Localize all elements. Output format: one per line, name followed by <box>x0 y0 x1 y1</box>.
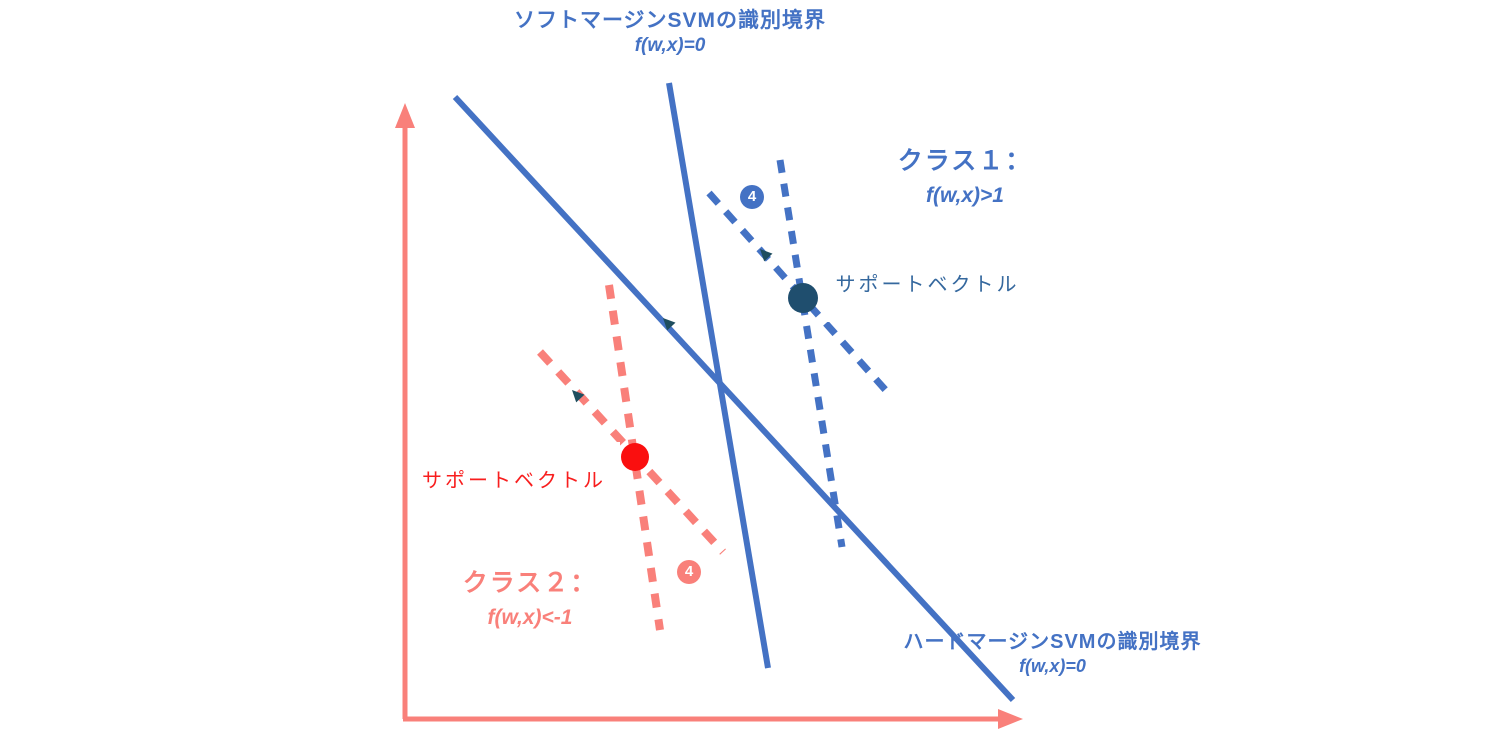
support-vector-label-class1-text: サポートベクトル <box>835 274 1020 296</box>
direction-arrow-icon-hard-line <box>663 318 676 331</box>
y-axis-arrow-icon <box>395 103 415 128</box>
soft-margin-title: ソフトマージンSVMの識別境界 <box>513 9 827 32</box>
class1-label: クラス１： f(w,x)>1 <box>885 146 1045 210</box>
soft-margin-class1-dashed-line <box>776 159 846 548</box>
step-badge-class1: 4 <box>740 185 764 209</box>
hard-margin-boundary-line <box>452 94 1016 703</box>
support-vector-dot-class2 <box>621 443 649 471</box>
step-badge-class2: 4 <box>677 560 701 584</box>
soft-margin-boundary-line <box>666 82 771 669</box>
direction-arrow-icon-class1-dashed <box>760 249 773 262</box>
soft-margin-boundary-caption: ソフトマージンSVMの識別境界 f(w,x)=0 <box>470 8 870 58</box>
support-vector-label-class2-text: サポートベクトル <box>422 469 606 492</box>
hard-margin-boundary-caption: ハードマージンSVMの識別境界 f(w,x)=0 <box>880 630 1225 678</box>
x-axis-arrow-icon <box>998 709 1023 729</box>
class1-title: クラス１： <box>897 147 1033 175</box>
hard-margin-formula: f(w,x)=0 <box>1019 656 1086 676</box>
axes <box>395 103 1023 729</box>
direction-arrow-icon-class2-dashed <box>572 390 585 403</box>
support-vector-label-class2: サポートベクトル <box>408 442 620 514</box>
class1-formula: f(w,x)>1 <box>926 184 1004 208</box>
class2-title: クラス２： <box>462 569 598 597</box>
hard-margin-title: ハードマージンSVMの識別境界 <box>903 631 1202 653</box>
soft-margin-class2-dashed-line <box>605 284 664 631</box>
class2-label: クラス２： f(w,x)<-1 <box>450 568 610 632</box>
support-vector-dot-class1 <box>788 283 818 313</box>
soft-margin-formula: f(w,x)=0 <box>634 35 706 57</box>
class2-formula: f(w,x)<-1 <box>487 606 573 630</box>
support-vector-label-class1: サポートベクトル <box>822 243 1033 322</box>
